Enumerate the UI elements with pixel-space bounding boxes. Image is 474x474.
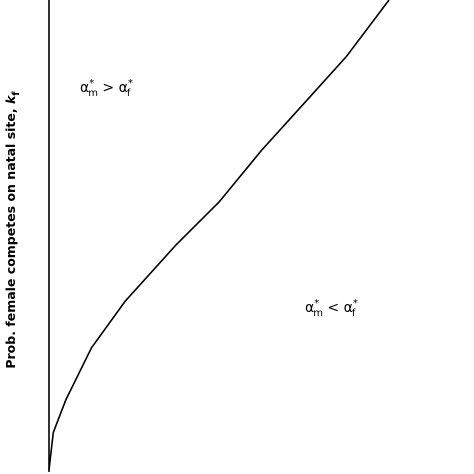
curve: [48, 0, 390, 471]
index: f: [127, 88, 131, 99]
y-label-sub: f: [11, 91, 22, 96]
index: *: [314, 298, 319, 309]
y-axis-label: Prob. female competes on natal site, kf: [3, 91, 22, 369]
region-label: α* m > α* f: [80, 78, 133, 99]
y-label-text: Prob. female competes on natal site,: [3, 104, 18, 369]
relation: >: [98, 80, 119, 96]
index: m: [313, 308, 323, 319]
symbol: α: [119, 80, 128, 96]
index: *: [353, 298, 358, 309]
index: *: [128, 78, 133, 89]
symbol: α: [305, 300, 314, 316]
y-label-var: k: [3, 95, 18, 104]
relation: <: [323, 300, 344, 316]
index: m: [88, 88, 98, 99]
index: f: [352, 308, 356, 319]
symbol: α: [344, 300, 353, 316]
region-label: α* m < α* f: [305, 298, 358, 319]
symbol: α: [80, 80, 89, 96]
index: *: [89, 78, 94, 89]
